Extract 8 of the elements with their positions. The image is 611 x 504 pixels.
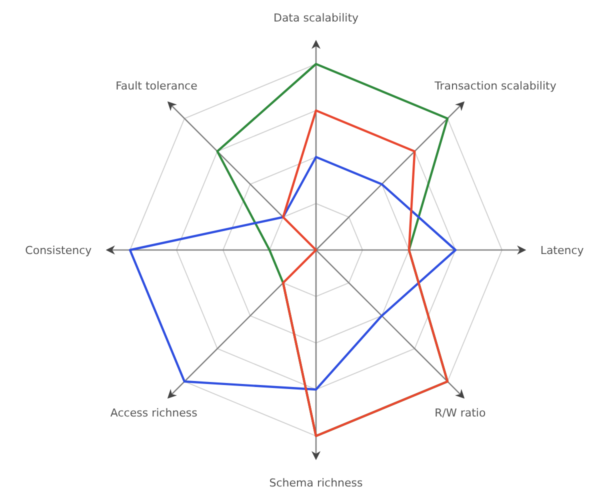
spoke-label: Consistency	[25, 244, 92, 257]
spoke-label: R/W ratio	[434, 406, 486, 420]
spoke-label: Fault tolerance	[116, 79, 198, 92]
spoke-label: Latency	[540, 244, 584, 257]
spoke-label: Transaction scalability	[434, 79, 557, 92]
spoke-label: Access richness	[110, 406, 198, 420]
spoke-label: Schema richness	[269, 476, 364, 490]
spoke-label: Data scalability	[273, 12, 360, 25]
